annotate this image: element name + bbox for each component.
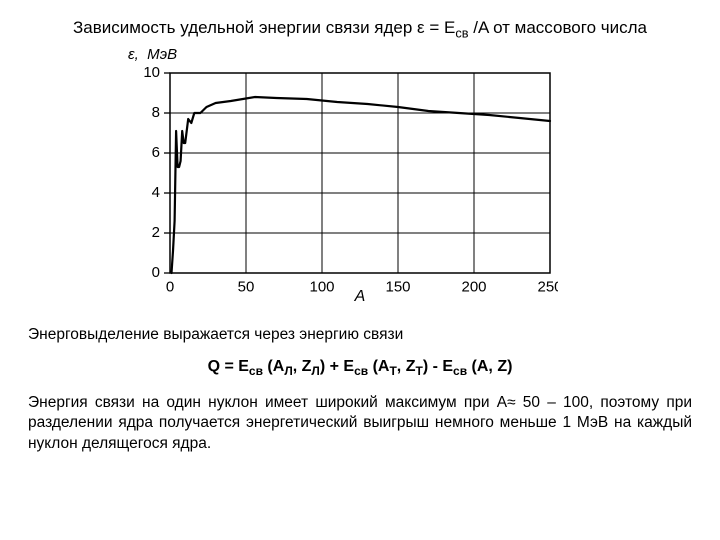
svg-text:A: A [354, 288, 366, 305]
svg-text:150: 150 [385, 279, 410, 296]
svg-text:0: 0 [152, 264, 160, 281]
svg-text:8: 8 [152, 104, 160, 121]
svg-text:10: 10 [143, 65, 160, 81]
svg-text:100: 100 [309, 279, 334, 296]
paragraph-explanation: Энергия связи на один нуклон имеет широк… [28, 393, 692, 455]
page-title: Зависимость удельной энергии связи ядер … [28, 18, 692, 40]
svg-text:0: 0 [166, 279, 174, 296]
paragraph-energy-release: Энерговыделение выражается через энергию… [28, 325, 692, 346]
svg-text:6: 6 [152, 144, 160, 161]
svg-text:2: 2 [152, 224, 160, 241]
svg-text:50: 50 [238, 279, 255, 296]
svg-text:200: 200 [461, 279, 486, 296]
y-axis-label: ε, МэВ [128, 46, 692, 63]
svg-text:250: 250 [537, 279, 558, 296]
svg-text:4: 4 [152, 184, 160, 201]
formula-q: Q = Eсв (AЛ, ZЛ) + Eсв (AТ, ZТ) - Eсв (A… [28, 358, 692, 378]
binding-energy-chart: 0246810050100150200250A [128, 65, 558, 315]
chart-svg: 0246810050100150200250A [128, 65, 558, 315]
